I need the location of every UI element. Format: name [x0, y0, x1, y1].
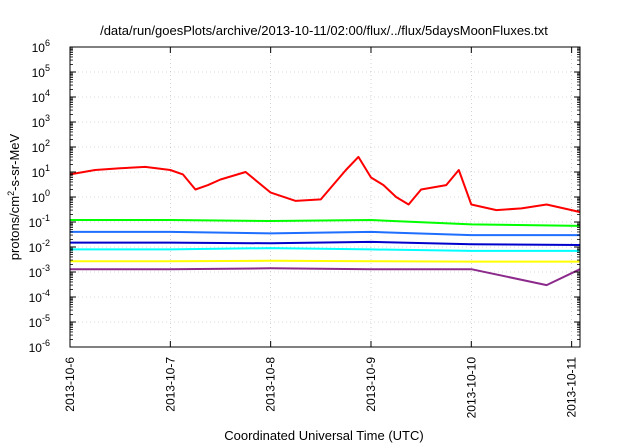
y-tick-label: 10-4: [29, 288, 50, 305]
chart-title: /data/run/goesPlots/archive/2013-10-11/0…: [100, 23, 548, 38]
series-line-6: [70, 259, 580, 263]
x-axis-label: Coordinated Universal Time (UTC): [224, 428, 423, 443]
series-lines: [69, 155, 581, 287]
y-tick-label: 104: [32, 88, 50, 105]
series-line-3: [70, 247, 580, 252]
series-line-4: [70, 230, 580, 237]
y-tick-label: 10-5: [29, 313, 50, 330]
grid-lines: [70, 47, 580, 347]
y-tick-label: 10-3: [29, 263, 50, 280]
y-tick-label: 100: [32, 188, 50, 205]
y-tick-label: 101: [32, 163, 50, 180]
series-line-7: [70, 267, 581, 287]
y-tick-label: 105: [32, 63, 50, 80]
x-tick-label: 2013-10-6: [63, 357, 77, 412]
x-tick-label: 2013-10-9: [364, 357, 378, 412]
y-tick-label: 10-2: [29, 238, 50, 255]
y-tick-label: 106: [32, 38, 50, 55]
x-tick-label: 2013-10-11: [565, 357, 579, 418]
y-axis-label: protons/cm2-s-sr-MeV: [6, 133, 22, 260]
x-tick-label: 2013-10-8: [264, 357, 278, 412]
y-tick-label: 10-6: [29, 338, 50, 355]
series-line-2: [70, 219, 581, 227]
x-tick-label: 2013-10-7: [163, 357, 177, 412]
x-tick-label: 2013-10-10: [464, 357, 478, 419]
x-ticks: 2013-10-6 2013-10-7 2013-10-8 2013-10-9 2013…: [63, 47, 579, 418]
y-tick-label: 102: [32, 138, 50, 155]
series-line-5: [70, 240, 581, 246]
y-ticks: 10-6 10-5 10-4 10-3 10-2 10-1 100 101 102 103 104 1…: [29, 38, 580, 355]
y-tick-label: 103: [32, 113, 50, 130]
series-line-1: [69, 155, 581, 214]
y-tick-label: 10-1: [29, 213, 50, 230]
